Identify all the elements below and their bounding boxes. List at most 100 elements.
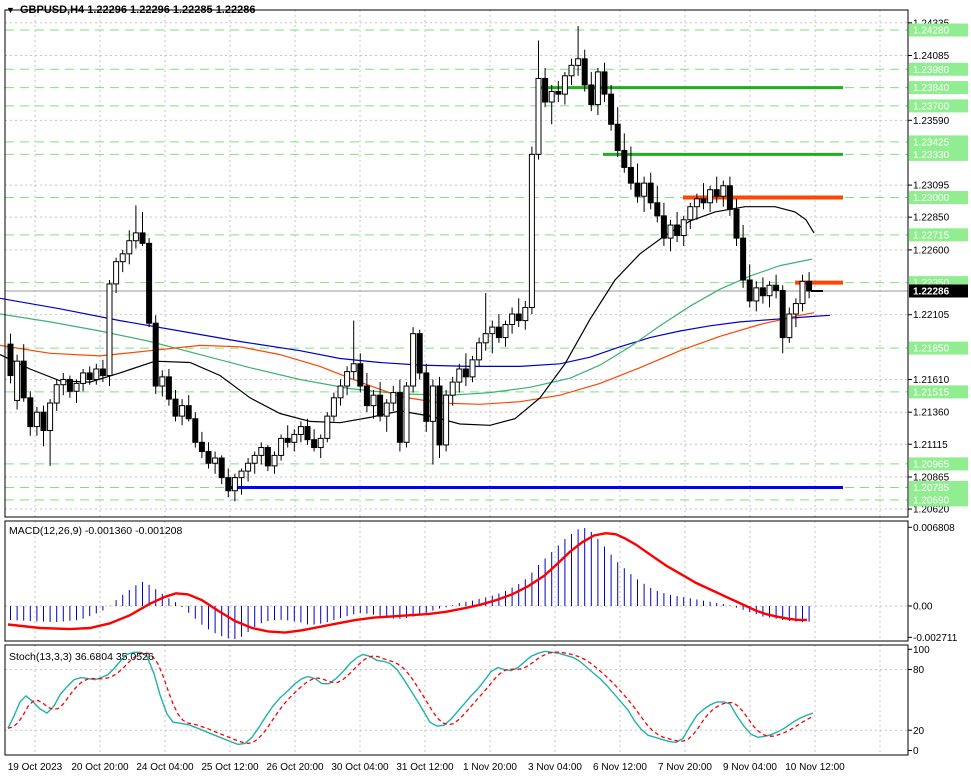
macd-panel-border: [4, 520, 909, 642]
candle-bullish: [337, 385, 344, 399]
candle-bullish: [792, 303, 799, 315]
price-level-badge: [909, 81, 968, 95]
current-price-badge-label: 1.22286: [913, 286, 950, 297]
candle-bullish: [693, 198, 700, 208]
candle-bullish: [667, 224, 674, 239]
price-level-badge: [909, 62, 968, 76]
moving-average-blue: [0, 297, 831, 367]
candle-bearish: [660, 215, 667, 239]
price-panel[interactable]: [0, 9, 909, 518]
price-level-badge-label: 1.20690: [913, 495, 950, 506]
stoch-axis-label: 100: [913, 645, 930, 656]
candle-bullish: [509, 313, 516, 326]
candle-bullish: [126, 240, 133, 255]
candle-bearish: [601, 71, 608, 95]
candle-bullish: [456, 368, 463, 383]
price-level-badge: [909, 135, 968, 149]
stoch-k-line: [7, 650, 814, 746]
candle-bullish: [449, 381, 456, 396]
time-axis-label: 10 Nov 12:00: [785, 762, 845, 773]
time-axis-label: 19 Oct 2023: [8, 762, 63, 773]
candle-bearish: [311, 439, 318, 449]
price-level-badge-label: 1.20785: [913, 483, 950, 494]
candle-bearish: [377, 394, 384, 417]
macd-panel[interactable]: [4, 520, 909, 642]
price-panel-border: [4, 9, 909, 518]
candle-bullish: [383, 402, 390, 417]
axis-labels: 1.243351.240851.235901.230951.228501.226…: [8, 18, 968, 773]
candle-bearish: [218, 457, 225, 479]
candle-bullish: [113, 261, 120, 285]
candle-bullish: [594, 71, 601, 106]
stoch-axis-label: 20: [913, 726, 925, 737]
price-axis-label: 1.22600: [913, 245, 950, 256]
macd-label: MACD(12,26,9) -0.001360 -0.001208: [9, 525, 183, 537]
price-level-badge-label: 1.23700: [913, 101, 950, 112]
price-level-badge-label: 1.23425: [913, 137, 950, 148]
price-level-badge-label: 1.22350: [913, 278, 950, 289]
macd-signal-line: [7, 531, 807, 634]
candle-bullish: [528, 153, 535, 308]
candle-bullish: [707, 189, 714, 204]
time-axis-label: 20 Oct 20:00: [71, 762, 129, 773]
candle-bearish: [139, 232, 146, 244]
candle-bearish: [588, 84, 595, 106]
price-level-badge-label: 1.21515: [913, 387, 950, 398]
candle-bullish: [297, 426, 304, 435]
candle-bearish: [634, 182, 641, 197]
candle-bearish: [264, 447, 271, 467]
candle-bearish: [27, 397, 34, 428]
candle-bearish: [416, 333, 423, 374]
stoch-axis-label: 80: [913, 665, 925, 676]
time-axis-label: 1 Nov 20:00: [463, 762, 517, 773]
candle-bullish: [238, 470, 245, 479]
candle-bearish: [759, 287, 766, 297]
price-axis-label: 1.22850: [913, 213, 950, 224]
candle-bullish: [106, 283, 113, 377]
candle-bullish: [60, 378, 67, 386]
time-axis-label: 7 Nov 20:00: [658, 762, 712, 773]
stoch-panel-border: [4, 644, 909, 756]
candle-bullish: [403, 385, 410, 443]
candle-bearish: [363, 385, 370, 407]
price-axis-label: 1.21360: [913, 408, 950, 419]
candle-bearish: [99, 368, 106, 377]
stoch-d-line: [7, 651, 814, 745]
candle-bearish: [806, 280, 813, 292]
candle-bullish: [753, 287, 760, 302]
candle-bullish: [231, 477, 238, 492]
stoch-panel[interactable]: [4, 644, 909, 756]
symbol-dropdown-icon[interactable]: ▼: [6, 5, 15, 15]
candle-bearish: [555, 91, 562, 95]
time-axis-label: 6 Nov 12:00: [593, 762, 647, 773]
candle-bearish: [581, 58, 588, 86]
candle-bearish: [198, 441, 205, 452]
candle-bullish: [548, 91, 555, 103]
candle-bullish: [47, 402, 54, 432]
candle-bearish: [627, 166, 634, 184]
candle-bearish: [740, 237, 747, 281]
candle-bullish: [568, 64, 575, 77]
candle-bearish: [436, 385, 443, 446]
candle-bearish: [40, 411, 47, 432]
candle-bullish: [502, 324, 509, 339]
candle-bullish: [324, 415, 331, 439]
candle-bearish: [700, 198, 707, 204]
candle-bullish: [278, 437, 285, 456]
candle-bullish: [344, 371, 351, 387]
candle-bullish: [390, 392, 397, 404]
price-level-badge-label: 1.23980: [913, 65, 950, 76]
candle-bullish: [786, 313, 793, 339]
candle-bullish: [212, 457, 219, 464]
price-level-badge: [909, 23, 968, 37]
macd-axis-label: 0.00: [913, 602, 933, 613]
candle-bearish: [396, 392, 403, 443]
price-level-badge: [909, 457, 968, 471]
candle-bearish: [647, 182, 654, 204]
candle-bearish: [773, 284, 780, 291]
candle-bearish: [542, 77, 549, 103]
candle-bearish: [205, 450, 212, 464]
candle-bearish: [654, 202, 661, 217]
chart-title: GBPUSD,H4 1.22296 1.22296 1.22285 1.2228…: [20, 4, 255, 16]
